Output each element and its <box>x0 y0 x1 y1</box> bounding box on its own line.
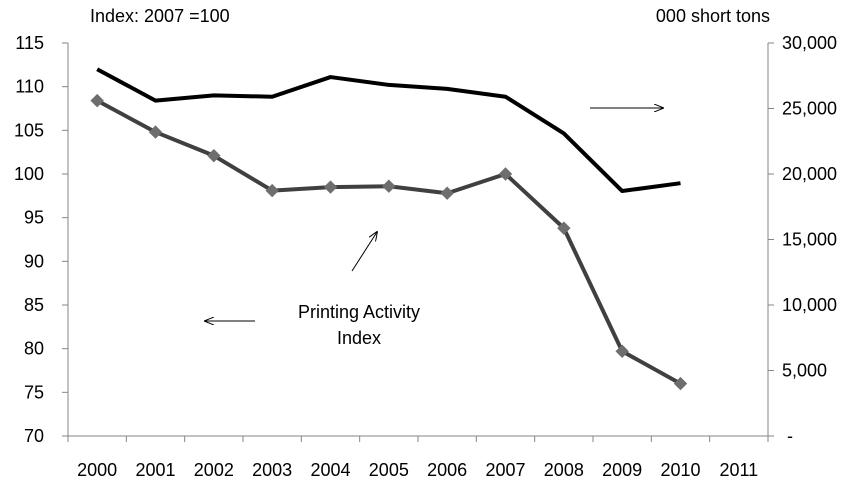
x-tick-label: 2006 <box>427 460 467 480</box>
data-point-diamond <box>498 167 513 181</box>
series-line-left-axis <box>96 98 682 386</box>
left-tick-label: 115 <box>15 33 44 53</box>
left-tick-label: 80 <box>24 339 44 359</box>
x-axis-ticks: 2000 2001 2002 2003 2004 2005 2006 2007 2008 2009… <box>67 436 769 480</box>
left-tick-label: 70 <box>24 426 44 446</box>
x-tick-label: 2003 <box>252 460 292 480</box>
x-tick-label: 2004 <box>310 460 350 480</box>
data-point-diamond <box>323 180 338 194</box>
x-tick-label: 2007 <box>485 460 525 480</box>
left-tick-label: 100 <box>14 164 44 184</box>
x-tick-label: 2005 <box>369 460 409 480</box>
index-annotation-line2: Index <box>337 328 381 348</box>
x-tick-label: 2009 <box>602 460 642 480</box>
right-tick-label: 20,000 <box>782 164 837 184</box>
left-tick-label: 105 <box>14 120 44 140</box>
data-point-diamond <box>557 221 571 235</box>
left-tick-label: 85 <box>24 295 44 315</box>
x-tick-label: 2001 <box>135 460 175 480</box>
left-tick-label: 110 <box>15 77 44 97</box>
annotations: Printing Activity Index <box>205 108 663 348</box>
index-pointer-arrow-icon <box>351 232 377 272</box>
data-point-diamond <box>673 376 688 391</box>
data-point-diamond <box>207 148 221 163</box>
series-layer <box>90 67 688 391</box>
right-tick-label: 15,000 <box>782 230 837 250</box>
x-tick-label: 2008 <box>544 460 584 480</box>
x-tick-label: 2000 <box>77 460 117 480</box>
data-point-diamond <box>148 125 163 139</box>
right-tick-label: 25,000 <box>782 99 837 119</box>
left-axis-unit-label: Index: 2007 =100 <box>90 6 230 26</box>
left-tick-label: 95 <box>24 208 44 228</box>
x-tick-label: 2011 <box>719 460 758 480</box>
index-annotation-line1: Printing Activity <box>298 302 420 322</box>
series-line-right-axis <box>96 67 681 194</box>
left-tick-label: 75 <box>24 382 44 402</box>
data-point-diamond <box>440 186 454 200</box>
right-tick-label: 30,000 <box>782 33 837 53</box>
data-point-diamond <box>265 183 279 198</box>
right-tick-label: 5,000 <box>782 361 827 381</box>
data-point-diamond <box>382 179 396 193</box>
data-point-diamond <box>615 344 629 358</box>
left-tick-label: 90 <box>24 251 44 271</box>
x-tick-label: 2002 <box>194 460 234 480</box>
left-axis-ticks: 70 75 80 85 90 95 100 105 110 115 <box>14 33 68 446</box>
right-tick-label: 10,000 <box>782 295 837 315</box>
data-point-diamond <box>90 93 104 108</box>
x-tick-label: 2010 <box>660 460 700 480</box>
right-axis-unit-label: 000 short tons <box>656 6 770 26</box>
right-axis-ticks: - 5,000 10,000 15,000 20,000 25,000 30,000 <box>768 33 837 446</box>
right-tick-label: - <box>787 426 793 446</box>
axes <box>67 43 769 437</box>
